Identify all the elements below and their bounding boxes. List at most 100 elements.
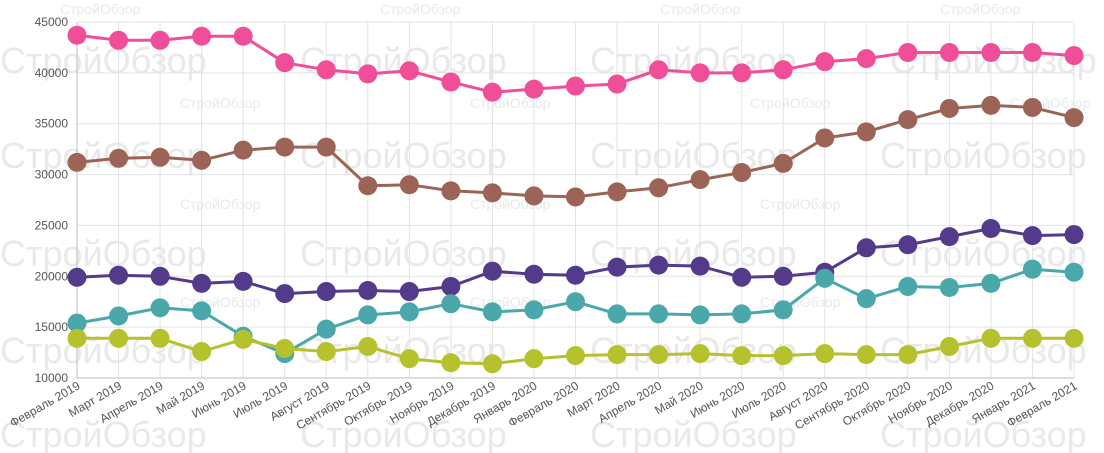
data-point[interactable] xyxy=(316,342,336,362)
data-point[interactable] xyxy=(482,261,502,281)
data-point[interactable] xyxy=(566,346,585,366)
data-point[interactable] xyxy=(524,264,544,284)
data-point[interactable] xyxy=(815,268,835,288)
data-point[interactable] xyxy=(441,353,461,373)
data-point[interactable] xyxy=(275,53,295,73)
data-point[interactable] xyxy=(399,61,419,81)
data-point[interactable] xyxy=(358,64,378,84)
data-point[interactable] xyxy=(67,328,87,348)
data-point[interactable] xyxy=(732,267,752,287)
data-point[interactable] xyxy=(815,52,835,72)
data-point[interactable] xyxy=(939,43,959,63)
data-point[interactable] xyxy=(981,218,1001,238)
data-point[interactable] xyxy=(815,128,835,148)
data-point[interactable] xyxy=(316,319,336,339)
data-point[interactable] xyxy=(150,328,170,348)
data-point[interactable] xyxy=(358,305,378,325)
data-point[interactable] xyxy=(690,305,710,325)
data-point[interactable] xyxy=(233,26,253,46)
data-point[interactable] xyxy=(150,266,170,286)
data-point[interactable] xyxy=(67,152,87,172)
data-point[interactable] xyxy=(773,60,793,80)
data-point[interactable] xyxy=(1064,328,1084,348)
data-point[interactable] xyxy=(399,282,419,302)
data-point[interactable] xyxy=(192,342,212,362)
data-point[interactable] xyxy=(607,345,627,365)
data-point[interactable] xyxy=(482,302,502,322)
data-point[interactable] xyxy=(898,276,918,296)
data-point[interactable] xyxy=(939,277,959,297)
data-point[interactable] xyxy=(275,137,295,157)
data-point[interactable] xyxy=(192,150,212,170)
data-point[interactable] xyxy=(1022,328,1042,348)
data-point[interactable] xyxy=(67,267,87,287)
data-point[interactable] xyxy=(856,49,876,69)
data-point[interactable] xyxy=(1022,226,1042,246)
data-point[interactable] xyxy=(939,227,959,247)
data-point[interactable] xyxy=(233,329,253,349)
data-point[interactable] xyxy=(192,26,212,46)
data-point[interactable] xyxy=(192,273,212,293)
data-point[interactable] xyxy=(981,43,1001,63)
data-point[interactable] xyxy=(649,60,669,80)
data-point[interactable] xyxy=(607,257,627,277)
data-point[interactable] xyxy=(856,345,876,365)
data-point[interactable] xyxy=(316,137,336,157)
data-point[interactable] xyxy=(524,79,544,99)
data-point[interactable] xyxy=(1022,97,1042,117)
data-point[interactable] xyxy=(150,30,170,50)
data-point[interactable] xyxy=(690,256,710,276)
data-point[interactable] xyxy=(358,281,378,301)
data-point[interactable] xyxy=(649,345,669,365)
data-point[interactable] xyxy=(690,63,710,83)
data-point[interactable] xyxy=(981,273,1001,293)
data-point[interactable] xyxy=(482,183,502,203)
data-point[interactable] xyxy=(109,306,129,326)
data-point[interactable] xyxy=(649,255,669,275)
data-point[interactable] xyxy=(482,82,502,102)
data-point[interactable] xyxy=(150,298,170,318)
data-point[interactable] xyxy=(649,304,669,324)
data-point[interactable] xyxy=(773,153,793,173)
data-point[interactable] xyxy=(1022,43,1042,63)
data-point[interactable] xyxy=(316,60,336,80)
data-point[interactable] xyxy=(524,186,544,206)
data-point[interactable] xyxy=(1064,262,1084,282)
data-point[interactable] xyxy=(773,266,793,286)
data-point[interactable] xyxy=(399,349,419,369)
data-point[interactable] xyxy=(856,289,876,309)
data-point[interactable] xyxy=(898,110,918,130)
data-point[interactable] xyxy=(1064,46,1084,66)
data-point[interactable] xyxy=(773,300,793,320)
data-point[interactable] xyxy=(566,292,585,312)
data-point[interactable] xyxy=(981,95,1001,115)
data-point[interactable] xyxy=(856,122,876,142)
data-point[interactable] xyxy=(607,74,627,94)
data-point[interactable] xyxy=(981,328,1001,348)
data-point[interactable] xyxy=(109,328,129,348)
data-point[interactable] xyxy=(732,63,752,83)
data-point[interactable] xyxy=(732,163,752,183)
data-point[interactable] xyxy=(898,235,918,255)
data-point[interactable] xyxy=(939,336,959,356)
data-point[interactable] xyxy=(898,43,918,63)
data-point[interactable] xyxy=(150,147,170,167)
data-point[interactable] xyxy=(566,76,585,96)
data-point[interactable] xyxy=(898,345,918,365)
data-point[interactable] xyxy=(1064,108,1084,128)
data-point[interactable] xyxy=(524,300,544,320)
data-point[interactable] xyxy=(67,25,87,45)
data-point[interactable] xyxy=(441,181,461,201)
data-point[interactable] xyxy=(482,354,502,374)
data-point[interactable] xyxy=(773,346,793,366)
data-point[interactable] xyxy=(358,176,378,196)
data-point[interactable] xyxy=(939,98,959,118)
data-point[interactable] xyxy=(441,72,461,92)
data-point[interactable] xyxy=(399,302,419,322)
data-point[interactable] xyxy=(275,339,295,359)
data-point[interactable] xyxy=(690,344,710,364)
data-point[interactable] xyxy=(690,170,710,190)
data-point[interactable] xyxy=(275,284,295,304)
data-point[interactable] xyxy=(607,304,627,324)
data-point[interactable] xyxy=(856,238,876,258)
